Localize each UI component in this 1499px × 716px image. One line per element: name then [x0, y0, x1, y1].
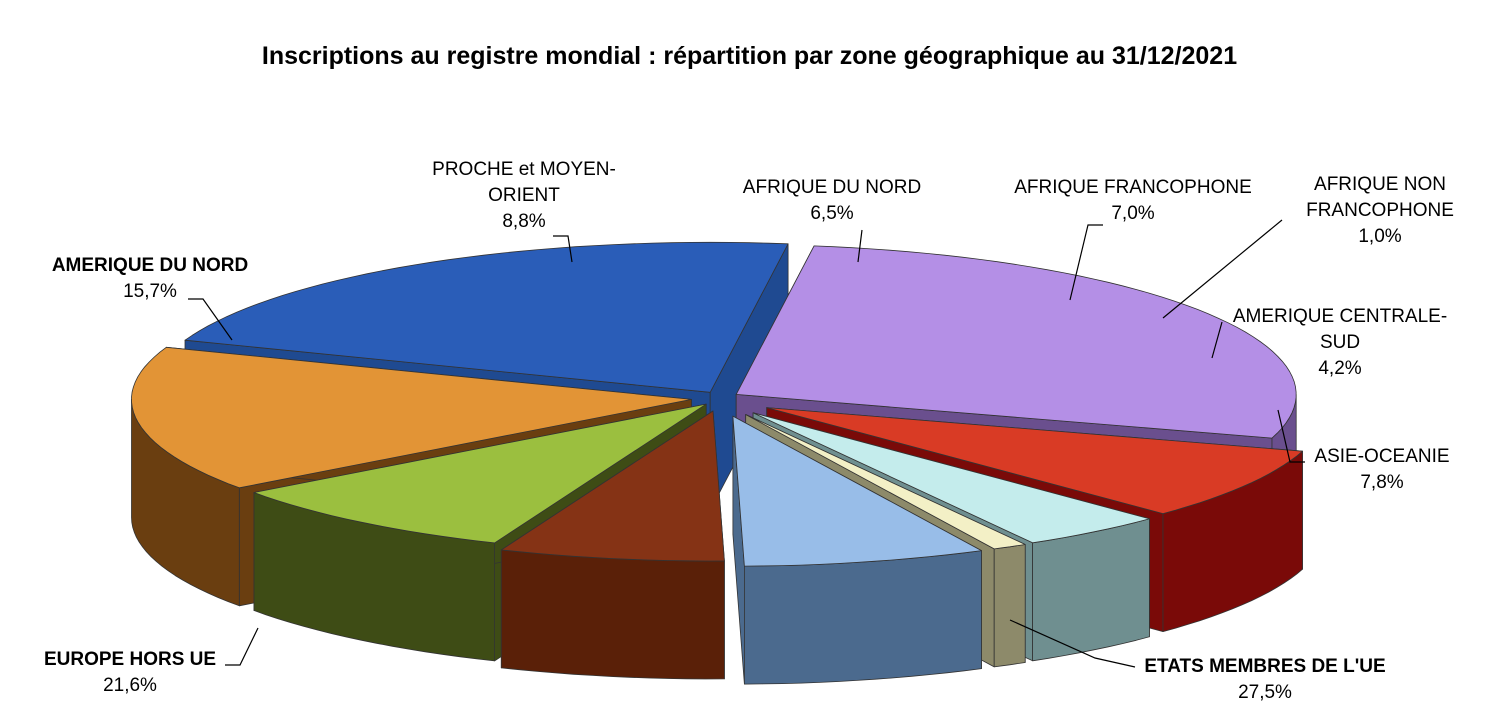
leader-line-etats-membres-de-l-ue	[1009, 619, 1136, 668]
slice-name-amerique-du-nord: AMERIQUE DU NORD	[52, 255, 248, 276]
slice-value-afrique-francophone: 7,0%	[1111, 203, 1154, 224]
slice-top-afrique-francophone	[732, 415, 982, 567]
leader-line-afrique-du-nord	[857, 229, 863, 263]
slice-value-proche-et-moyen-orient: 8,8%	[502, 211, 545, 232]
slice-outer-wall-afrique-du-nord	[500, 549, 725, 680]
leader-line-amerique-du-nord	[188, 298, 233, 341]
slice-top-afrique-non-francophone	[745, 414, 1026, 550]
label-afrique-francophone: AFRIQUE FRANCOPHONE 7,0%	[1014, 177, 1252, 301]
slice-name-afrique-francophone: AFRIQUE FRANCOPHONE	[1014, 177, 1252, 198]
slice-name-etats-membres-de-l-ue: ETATS MEMBRES DE L'UE	[1144, 656, 1385, 677]
slice-top-amerique-du-nord	[131, 346, 692, 489]
slice-name-europe-hors-ue: EUROPE HORS UE	[44, 649, 216, 670]
label-afrique-du-nord: AFRIQUE DU NORD 6,5%	[743, 177, 921, 263]
leader-line-proche-et-moyen-orient	[553, 235, 573, 263]
slice-afrique-du-nord	[500, 410, 725, 680]
slice-name-amerique-centrale-sud: SUD	[1320, 332, 1360, 353]
slice-afrique-francophone	[732, 415, 982, 685]
leader-line-afrique-francophone	[1069, 224, 1103, 301]
slice-top-asie-oceanie	[766, 407, 1303, 514]
slice-name-asie-oceanie: ASIE-OCEANIE	[1314, 446, 1449, 467]
label-proche-et-moyen-orient: PROCHE et MOYEN- ORIENT 8,8%	[432, 159, 616, 263]
chart-title: Inscriptions au registre mondial : répar…	[261, 42, 1238, 70]
slice-top-europe-hors-ue	[184, 241, 789, 393]
slice-outer-wall-afrique-non-francophone	[993, 544, 1026, 668]
label-amerique-centrale-sud: AMERIQUE CENTRALE- SUD 4,2%	[1211, 306, 1447, 379]
slice-top-afrique-du-nord	[500, 410, 725, 562]
leader-line-amerique-centrale-sud	[1211, 321, 1223, 359]
slice-name-proche-et-moyen-orient: ORIENT	[488, 185, 560, 206]
label-europe-hors-ue: EUROPE HORS UE 21,6%	[44, 627, 259, 696]
slice-name-afrique-non-francophone: FRANCOPHONE	[1306, 200, 1454, 221]
slice-name-afrique-du-nord: AFRIQUE DU NORD	[743, 177, 921, 198]
labels-layer: ETATS MEMBRES DE L'UE 27,5% ASIE-OCEANIE 7,…	[44, 159, 1454, 703]
slice-value-etats-membres-de-l-ue: 27,5%	[1238, 682, 1292, 703]
slice-name-amerique-centrale-sud: AMERIQUE CENTRALE-	[1233, 306, 1447, 327]
slice-outer-wall-afrique-francophone	[744, 550, 982, 685]
slice-name-proche-et-moyen-orient: PROCHE et MOYEN-	[432, 159, 616, 180]
slice-top-amerique-centrale-sud	[752, 412, 1150, 544]
slice-value-asie-oceanie: 7,8%	[1360, 472, 1403, 493]
leader-line-europe-hors-ue	[225, 627, 259, 666]
slices-layer	[131, 241, 1303, 685]
slice-top-proche-et-moyen-orient	[253, 403, 707, 544]
label-afrique-non-francophone: AFRIQUE NON FRANCOPHONE 1,0%	[1162, 174, 1454, 319]
slice-value-afrique-non-francophone: 1,0%	[1358, 226, 1401, 247]
label-etats-membres-de-l-ue: ETATS MEMBRES DE L'UE 27,5%	[1009, 619, 1386, 703]
leader-line-asie-oceanie	[1277, 409, 1305, 463]
slice-value-amerique-du-nord: 15,7%	[123, 281, 177, 302]
label-amerique-du-nord: AMERIQUE DU NORD 15,7%	[52, 255, 248, 341]
slice-value-europe-hors-ue: 21,6%	[103, 675, 157, 696]
slice-value-afrique-du-nord: 6,5%	[810, 203, 853, 224]
slice-top-etats-membres-de-l-ue	[735, 245, 1297, 439]
slice-name-afrique-non-francophone: AFRIQUE NON	[1314, 174, 1446, 195]
leader-line-afrique-non-francophone	[1162, 219, 1283, 319]
slice-value-amerique-centrale-sud: 4,2%	[1318, 358, 1361, 379]
label-asie-oceanie: ASIE-OCEANIE 7,8%	[1277, 409, 1450, 493]
